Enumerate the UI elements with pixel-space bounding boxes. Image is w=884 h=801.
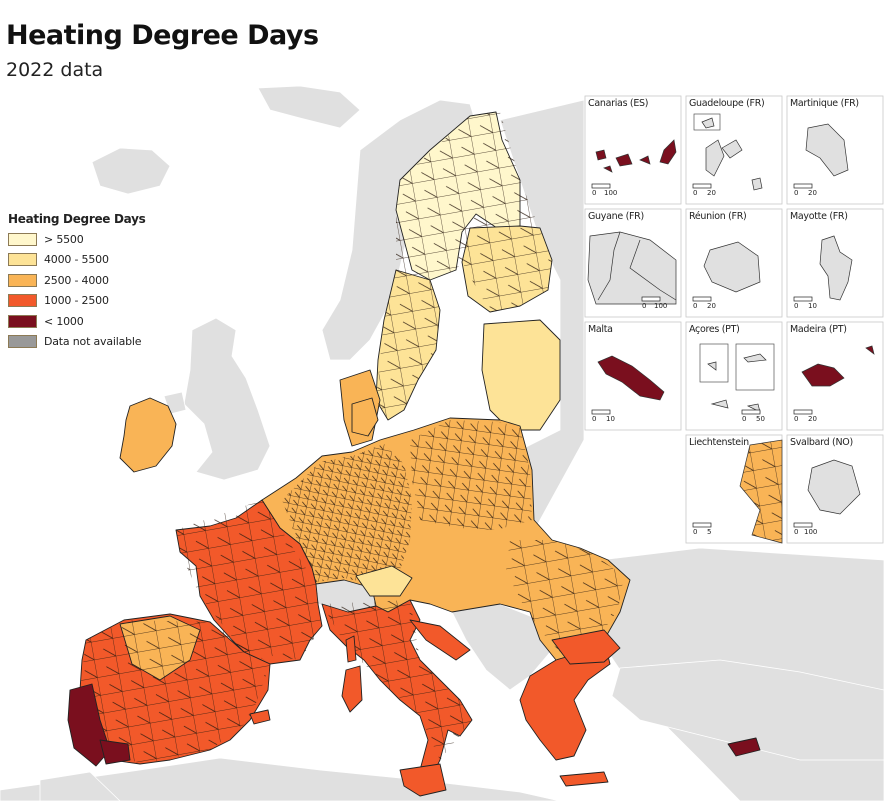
scale-label-liechtenstein-max: 5 <box>707 528 712 536</box>
scale-label-liechtenstein-0: 0 <box>693 528 698 536</box>
legend-label: > 5500 <box>44 232 84 246</box>
legend-swatch <box>8 314 37 328</box>
region-france-grid <box>176 500 322 660</box>
inset-label-acores: Açores (PT) <box>689 324 740 335</box>
legend-title: Heating Degree Days <box>8 212 146 226</box>
scale-label-reunion-max: 20 <box>707 302 716 310</box>
region-andalusia-warm <box>99 739 131 765</box>
legend-label: 2500 - 4000 <box>44 273 109 287</box>
region-bulgaria-south <box>551 629 621 665</box>
scale-label-madeira-0: 0 <box>794 415 799 423</box>
inset-label-svalbard: Svalbard (NO) <box>790 437 853 448</box>
legend-label: 4000 - 5500 <box>44 253 109 267</box>
scale-label-acores-max: 50 <box>756 415 765 423</box>
inset-label-martinique: Martinique (FR) <box>790 98 859 109</box>
legend-item-4000-5500: 4000 - 5500 <box>8 250 178 271</box>
inset-label-canarias: Canarias (ES) <box>588 98 649 109</box>
map-subtitle: 2022 data <box>6 59 104 81</box>
legend-item-lt1000: < 1000 <box>8 311 178 332</box>
scale-label-guyane-max: 100 <box>654 302 668 310</box>
legend-swatch <box>8 335 37 349</box>
scale-label-malta-0: 0 <box>592 415 597 423</box>
scale-label-mayotte-0: 0 <box>794 302 799 310</box>
inset-label-liechtenstein: Liechtenstein <box>689 437 749 448</box>
region-alpine-cool <box>355 565 413 597</box>
region-cyprus <box>727 737 761 757</box>
scale-label-mayotte-max: 10 <box>808 302 817 310</box>
legend-item-2500-4000: 2500 - 4000 <box>8 270 178 291</box>
region-sardinia <box>341 665 363 713</box>
inset-label-malta: Malta <box>588 324 613 335</box>
region-baltics <box>481 319 561 431</box>
scale-label-reunion-0: 0 <box>693 302 698 310</box>
inset-frame-acores <box>685 321 783 431</box>
legend-swatch <box>8 273 37 287</box>
legend-swatch <box>8 232 37 246</box>
region-italy-grid <box>322 600 472 760</box>
legend: Heating Degree Days > 5500 4000 - 5500 2… <box>8 212 178 352</box>
legend-label: Data not available <box>44 335 142 349</box>
region-sicily <box>399 763 447 797</box>
region-croatia-coast <box>409 619 471 661</box>
scale-label-guadeloupe-max: 20 <box>707 189 716 197</box>
legend-item-1000-2500: 1000 - 2500 <box>8 291 178 312</box>
region-balearic <box>249 709 271 725</box>
inset-label-reunion: Réunion (FR) <box>689 211 747 222</box>
inset-scale-bars <box>591 183 813 528</box>
region-portugal-south <box>67 683 111 767</box>
scale-label-svalbard-0: 0 <box>794 528 799 536</box>
inset-label-mayotte: Mayotte (FR) <box>790 211 848 222</box>
region-crete <box>559 771 609 787</box>
region-scandinavia-grid <box>376 112 552 420</box>
scale-label-svalbard-max: 100 <box>804 528 818 536</box>
legend-item-na: Data not available <box>8 332 178 353</box>
region-romania-grid <box>506 540 624 652</box>
inset-label-guadeloupe: Guadeloupe (FR) <box>689 98 765 109</box>
scale-label-martinique-0: 0 <box>794 189 799 197</box>
scale-label-acores-0: 0 <box>742 415 747 423</box>
eu-regions <box>67 111 761 797</box>
inset-shapes <box>587 113 875 544</box>
scale-label-malta-max: 10 <box>606 415 615 423</box>
scale-label-martinique-max: 20 <box>808 189 817 197</box>
legend-swatch <box>8 294 37 308</box>
legend-label: < 1000 <box>44 314 84 328</box>
scale-label-madeira-max: 20 <box>808 415 817 423</box>
scale-label-canarias-max: 100 <box>604 189 618 197</box>
scale-label-canarias-0: 0 <box>592 189 597 197</box>
legend-label: 1000 - 2500 <box>44 294 109 308</box>
legend-item-gt5500: > 5500 <box>8 229 178 250</box>
scale-label-guadeloupe-0: 0 <box>693 189 698 197</box>
region-denmark <box>351 397 379 437</box>
map-title: Heating Degree Days <box>6 20 319 51</box>
legend-swatch <box>8 253 37 267</box>
inset-label-madeira: Madeira (PT) <box>790 324 847 335</box>
scale-label-guyane-0: 0 <box>642 302 647 310</box>
region-poland-grid <box>410 420 532 530</box>
region-ireland <box>119 397 177 473</box>
region-corsica <box>345 635 357 663</box>
inset-label-guyane: Guyane (FR) <box>588 211 644 222</box>
region-iberia-grid <box>80 620 270 764</box>
region-germany-grid <box>282 444 412 584</box>
